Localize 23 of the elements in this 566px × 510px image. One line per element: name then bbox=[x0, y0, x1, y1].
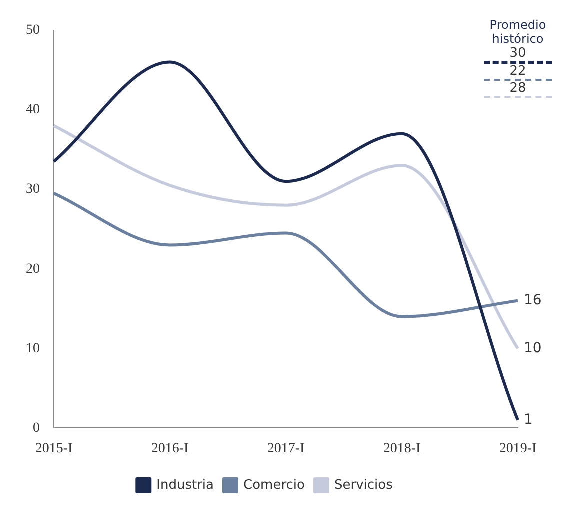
x-tick-label: 2019-I bbox=[499, 441, 537, 456]
annotation: Promedio histórico bbox=[488, 18, 548, 46]
y-tick-label: 10 bbox=[26, 341, 40, 356]
data-label: 10 bbox=[524, 340, 542, 356]
legend-label: Industria bbox=[156, 478, 214, 493]
annotation: 28 bbox=[508, 81, 528, 96]
y-tick-label: 20 bbox=[26, 262, 40, 277]
legend-label: Servicios bbox=[334, 478, 394, 493]
x-tick-label: 2018-I bbox=[383, 441, 421, 456]
annotation: 22 bbox=[508, 64, 528, 79]
line-series bbox=[52, 124, 520, 350]
x-tick-label: 2015-I bbox=[35, 441, 73, 456]
x-tick-label: 2016-I bbox=[151, 441, 189, 456]
annotation: 30 bbox=[508, 46, 528, 61]
x-tick-label: 2017-I bbox=[267, 441, 305, 456]
y-tick-label: 40 bbox=[26, 102, 40, 118]
y-tick-label: 0 bbox=[33, 420, 40, 436]
y-tick-label: 50 bbox=[26, 23, 40, 38]
data-label: 16 bbox=[524, 292, 542, 309]
data-label: 1 bbox=[524, 412, 533, 428]
y-tick-label: 30 bbox=[26, 182, 40, 198]
legend-label: Comercio bbox=[244, 478, 306, 493]
line-series bbox=[52, 192, 520, 318]
